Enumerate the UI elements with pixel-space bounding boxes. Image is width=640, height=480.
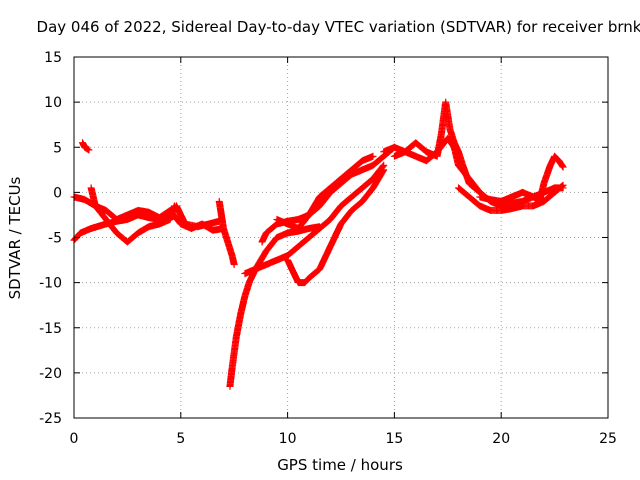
y-tick-label: -15 — [39, 321, 62, 337]
x-axis-ticks: 0 5 10 15 20 25 — [70, 57, 617, 447]
y-tick-label: -25 — [39, 411, 62, 427]
y-tick-label: -10 — [39, 276, 62, 292]
y-axis-ticks: 15 10 5 0 -5 -10 -15 -20 -25 — [39, 50, 608, 427]
grid — [74, 57, 608, 418]
x-tick-label: 15 — [385, 431, 403, 447]
x-tick-label: 10 — [279, 431, 297, 447]
marker-trace — [215, 197, 238, 269]
y-tick-label: 0 — [53, 185, 62, 201]
data-points — [70, 98, 567, 390]
series-track-d — [79, 139, 93, 154]
marker-trace — [273, 152, 377, 232]
series-track-h — [284, 166, 388, 287]
series-track-e — [215, 197, 238, 269]
y-tick-label: 5 — [53, 140, 62, 156]
series-track-j — [273, 152, 377, 232]
series-track-i — [258, 143, 398, 246]
x-tick-label: 20 — [492, 431, 510, 447]
series-track-g — [241, 161, 388, 278]
marker-trace — [241, 161, 388, 278]
series-track-f — [226, 223, 324, 390]
x-tick-label: 0 — [70, 431, 79, 447]
marker-trace — [476, 152, 567, 205]
marker-trace — [79, 139, 93, 154]
marker-trace — [284, 166, 388, 287]
series-track-c — [87, 184, 178, 246]
y-tick-label: 10 — [44, 95, 62, 111]
y-tick-label: -20 — [39, 366, 62, 382]
x-tick-label: 25 — [599, 431, 617, 447]
marker-trace — [226, 223, 324, 390]
y-tick-label: -5 — [48, 231, 62, 247]
y-axis-label: SDTVAR / TECUs — [6, 176, 24, 299]
series-track-n — [476, 152, 567, 205]
marker-trace — [87, 184, 178, 246]
x-axis-label: GPS time / hours — [277, 456, 403, 474]
x-tick-label: 5 — [176, 431, 185, 447]
y-tick-label: 15 — [44, 50, 62, 66]
chart-title: Day 046 of 2022, Sidereal Day-to-day VTE… — [37, 18, 640, 36]
marker-trace — [258, 143, 398, 246]
